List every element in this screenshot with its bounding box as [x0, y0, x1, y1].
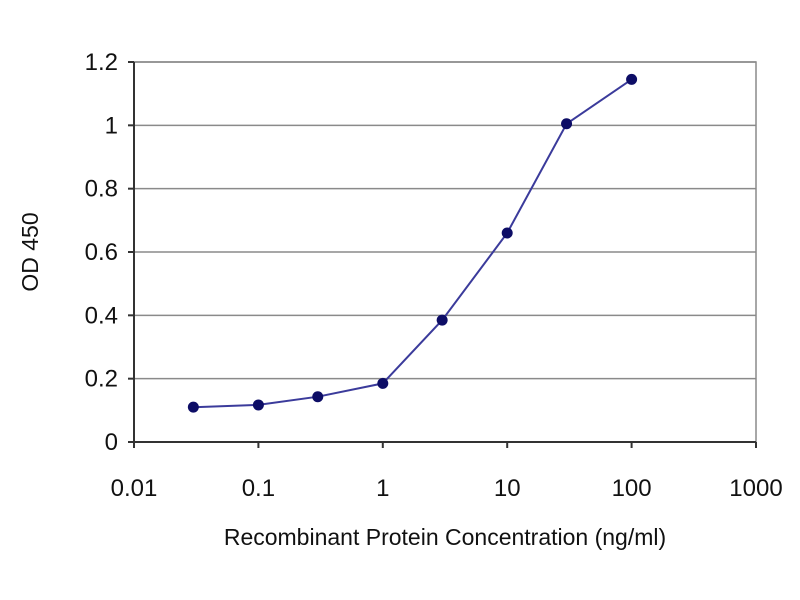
- series-line: [193, 78, 633, 409]
- x-tick-label: 10: [494, 475, 521, 502]
- y-tick-label: 0.4: [85, 302, 118, 329]
- y-tick-label: 1.2: [85, 49, 118, 76]
- x-tick-label: 1: [376, 475, 389, 502]
- y-tick-label: 1: [105, 112, 118, 139]
- x-ticks: 0.01 0.1 1 10 100 1000: [111, 442, 783, 502]
- data-point: [377, 377, 389, 389]
- y-axis-title: OD 450: [17, 212, 43, 291]
- x-tick-label: 100: [612, 475, 652, 502]
- x-tick-label: 1000: [729, 475, 782, 502]
- y-ticks: 0 0.2 0.4 0.6 0.8 1 1.2: [85, 49, 134, 456]
- data-point: [626, 73, 638, 85]
- data-point: [312, 391, 324, 403]
- x-axis-title: Recombinant Protein Concentration (ng/ml…: [224, 524, 666, 550]
- data-point: [501, 227, 513, 239]
- data-point: [252, 399, 264, 411]
- data-point: [561, 118, 573, 130]
- data-point: [187, 401, 199, 413]
- x-tick-label: 0.01: [111, 475, 158, 502]
- grid-lines: [134, 61, 756, 380]
- data-point: [436, 314, 448, 326]
- y-tick-label: 0.8: [85, 176, 118, 203]
- y-tick-label: 0: [105, 429, 118, 456]
- series: [187, 73, 638, 413]
- y-tick-label: 0.2: [85, 366, 118, 393]
- x-tick-label: 0.1: [242, 475, 275, 502]
- y-tick-label: 0.6: [85, 239, 118, 266]
